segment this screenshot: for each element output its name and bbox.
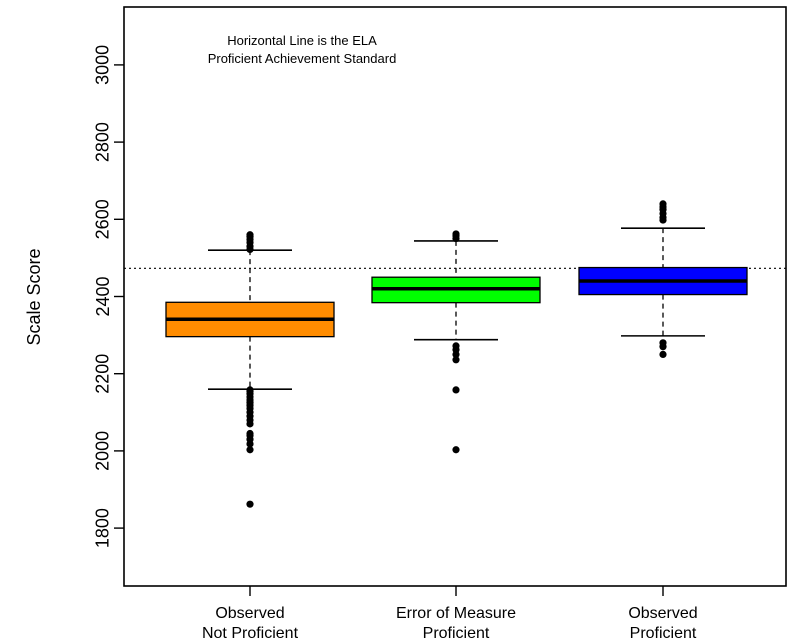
annotation-line: Horizontal Line is the ELA bbox=[227, 33, 377, 48]
category-label: Not Proficient bbox=[202, 625, 299, 642]
outlier-point bbox=[246, 386, 254, 394]
outlier-point bbox=[452, 356, 460, 364]
y-tick-label: 3000 bbox=[93, 45, 113, 85]
outlier-point bbox=[452, 230, 460, 238]
y-tick-label: 2000 bbox=[93, 431, 113, 471]
category-label: Proficient bbox=[423, 625, 490, 642]
category-label: Error of Measure bbox=[396, 605, 516, 622]
outlier-point bbox=[659, 339, 667, 347]
outlier-point bbox=[246, 231, 254, 239]
outlier-point bbox=[452, 446, 460, 454]
outlier-point bbox=[452, 342, 460, 350]
y-tick-label: 2400 bbox=[93, 276, 113, 316]
category-label: Observed bbox=[628, 605, 697, 622]
y-tick-label: 1800 bbox=[93, 508, 113, 548]
outlier-point bbox=[659, 200, 667, 208]
outlier-point bbox=[246, 429, 254, 438]
outlier-point bbox=[246, 446, 254, 454]
category-label: Proficient bbox=[630, 625, 697, 642]
y-tick-label: 2800 bbox=[93, 122, 113, 162]
y-axis-label: Scale Score bbox=[24, 248, 44, 345]
y-tick-label: 2200 bbox=[93, 354, 113, 394]
outlier-point bbox=[452, 386, 460, 394]
outlier-point bbox=[659, 350, 667, 358]
category-label: Observed bbox=[215, 605, 284, 622]
y-tick-label: 2600 bbox=[93, 199, 113, 239]
outlier-point bbox=[246, 500, 254, 508]
annotation-line: Proficient Achievement Standard bbox=[208, 51, 397, 66]
